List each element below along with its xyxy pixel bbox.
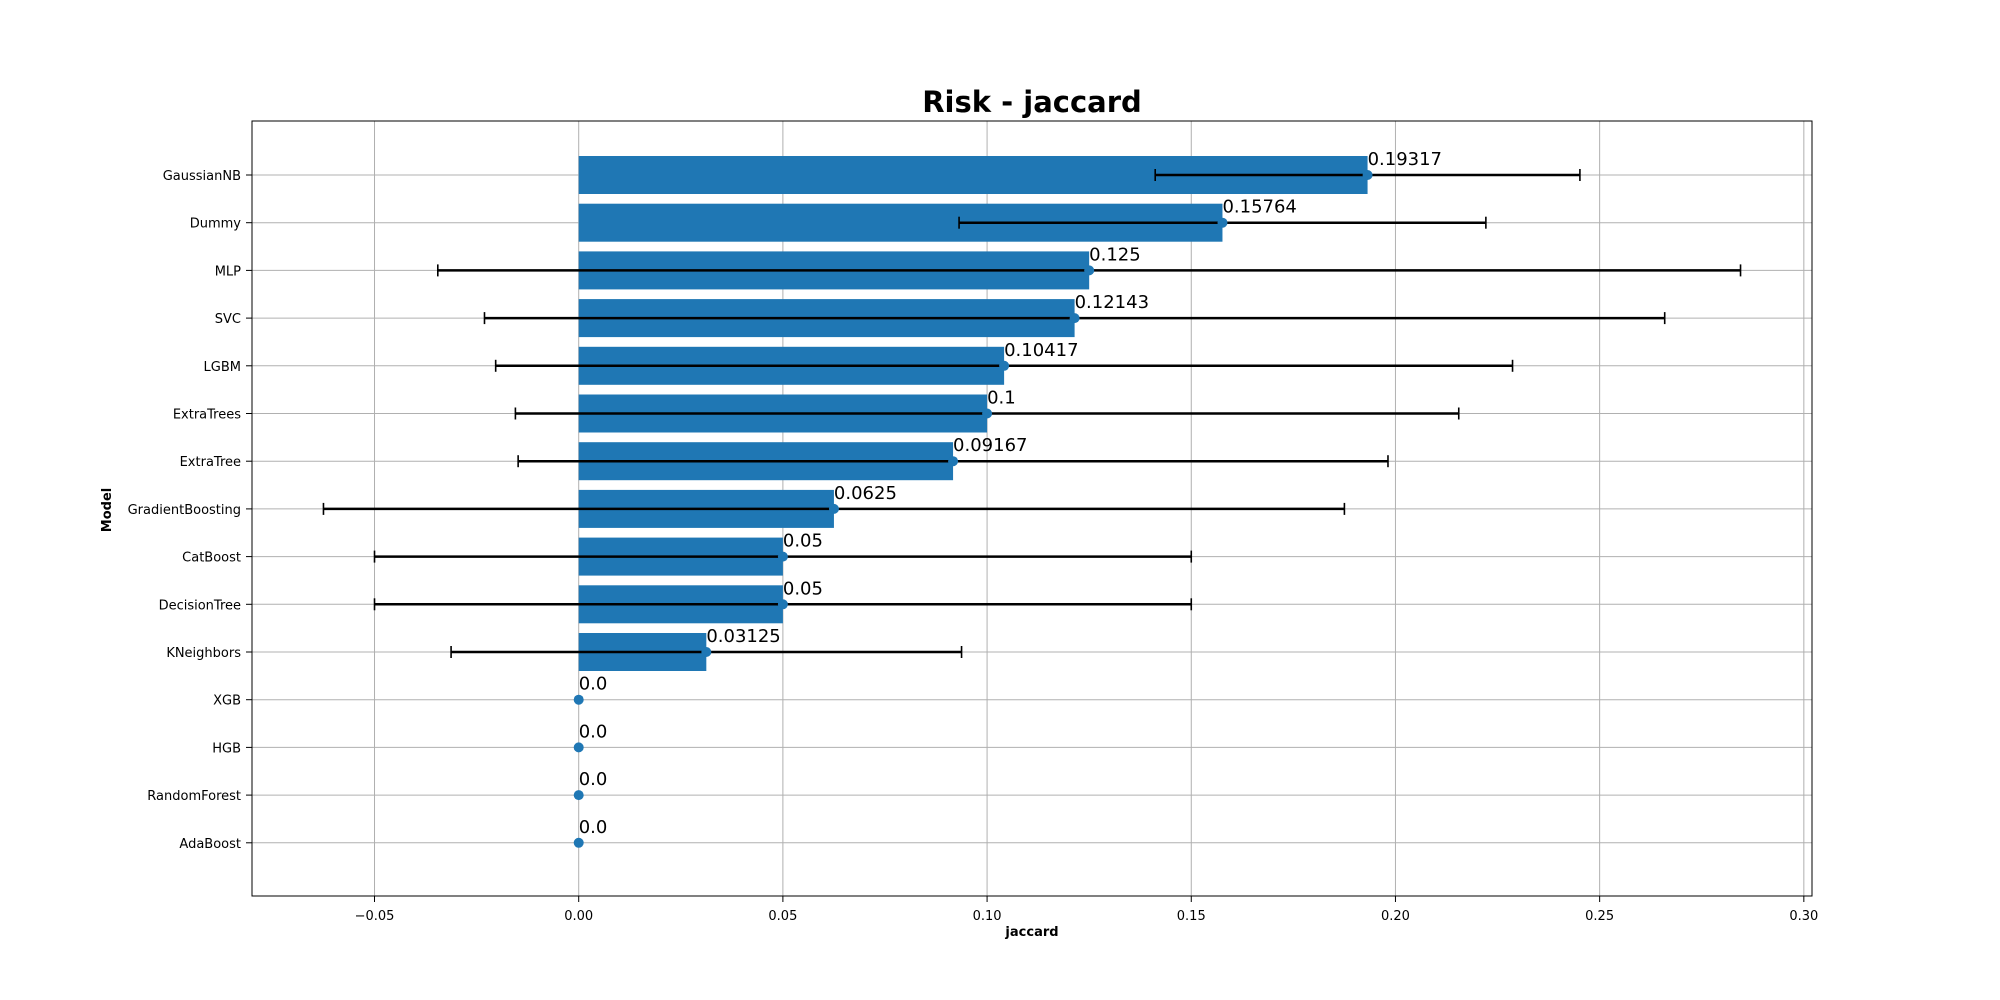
data-label: 0.0 — [579, 674, 608, 695]
value-markers — [573, 170, 1373, 848]
y-tick-label: ExtraTrees — [173, 408, 241, 423]
data-label: 0.0 — [579, 769, 608, 790]
x-axis-ticks: −0.05 0.00 0.05 0.10 0.15 0.20 0.25 0.30 — [355, 896, 1818, 924]
y-tick-label: KNeighbors — [166, 646, 241, 661]
value-marker — [777, 599, 788, 610]
y-tick-label: RandomForest — [147, 789, 241, 804]
data-label: 0.0625 — [834, 483, 897, 504]
value-marker — [982, 408, 993, 419]
data-labels: 0.19317 0.15764 0.125 0.12143 0.10417 0.1 0.09… — [579, 149, 1442, 838]
data-label: 0.125 — [1089, 244, 1141, 265]
value-marker — [573, 837, 584, 848]
y-axis-label: Model — [100, 488, 115, 532]
data-label: 0.0 — [579, 721, 608, 742]
x-tick-label: 0.05 — [768, 909, 797, 924]
y-tick-label: XGB — [213, 694, 241, 709]
value-marker — [948, 456, 959, 467]
data-label: 0.19317 — [1368, 149, 1442, 170]
x-tick-label: 0.25 — [1585, 909, 1614, 924]
y-axis-ticks: GaussianNB Dummy MLP SVC LGBM ExtraTrees Extra… — [128, 169, 252, 852]
y-tick-label: DecisionTree — [159, 598, 241, 613]
data-label: 0.05 — [783, 531, 823, 552]
y-tick-label: SVC — [215, 312, 241, 327]
x-tick-label: 0.10 — [973, 909, 1002, 924]
value-marker — [1084, 265, 1095, 276]
y-tick-label: ExtraTree — [180, 455, 241, 470]
data-label: 0.0 — [579, 817, 608, 838]
x-tick-label: 0.15 — [1177, 909, 1206, 924]
y-tick-label: AdaBoost — [179, 837, 241, 852]
x-tick-label: −0.05 — [355, 909, 395, 924]
x-axis-label: jaccard — [1004, 925, 1058, 940]
value-marker — [1069, 313, 1080, 324]
data-label: 0.10417 — [1004, 340, 1078, 361]
value-marker — [573, 694, 584, 705]
value-marker — [573, 790, 584, 801]
x-tick-label: 0.20 — [1381, 909, 1410, 924]
y-tick-label: MLP — [215, 264, 241, 279]
data-label: 0.09167 — [953, 435, 1027, 456]
value-marker — [777, 551, 788, 562]
value-marker — [828, 503, 839, 514]
value-marker — [1217, 217, 1228, 228]
value-marker — [999, 360, 1010, 371]
data-label: 0.03125 — [706, 626, 780, 647]
data-label: 0.05 — [783, 578, 823, 599]
y-tick-label: Dummy — [190, 217, 242, 232]
y-tick-label: LGBM — [204, 360, 241, 375]
data-label: 0.15764 — [1222, 197, 1296, 218]
x-tick-label: 0.30 — [1789, 909, 1818, 924]
value-marker — [1362, 170, 1373, 180]
x-tick-label: 0.00 — [564, 909, 593, 924]
data-label: 0.12143 — [1075, 292, 1149, 313]
y-tick-label: GradientBoosting — [128, 503, 241, 518]
value-marker — [573, 742, 584, 753]
y-tick-label: CatBoost — [182, 551, 241, 566]
data-label: 0.1 — [987, 388, 1016, 409]
chart-title: Risk - jaccard — [922, 85, 1142, 119]
value-marker — [701, 647, 712, 657]
y-tick-label: HGB — [212, 741, 241, 756]
y-tick-label: GaussianNB — [163, 169, 241, 184]
